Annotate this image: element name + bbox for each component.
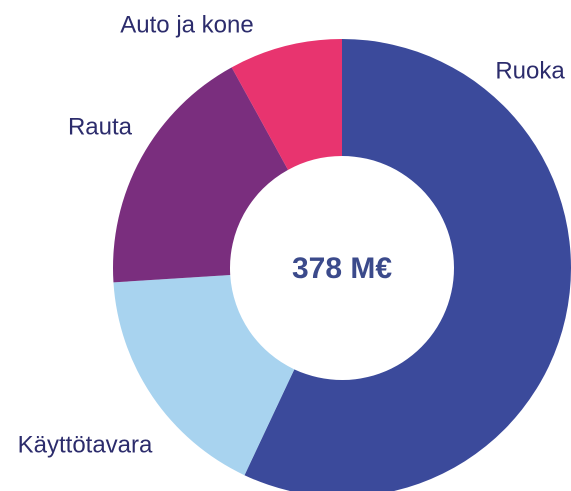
slice bbox=[231, 39, 342, 170]
slice bbox=[113, 275, 295, 476]
slice-label: Ruoka bbox=[495, 57, 565, 84]
center-label: 378 M€ bbox=[292, 252, 392, 285]
slice bbox=[244, 39, 571, 491]
slice-label: Auto ja kone bbox=[120, 11, 253, 38]
slice-label: Käyttötavara bbox=[18, 431, 153, 458]
slices bbox=[113, 39, 571, 491]
slice bbox=[113, 67, 289, 283]
slice-label: Rauta bbox=[68, 113, 133, 140]
